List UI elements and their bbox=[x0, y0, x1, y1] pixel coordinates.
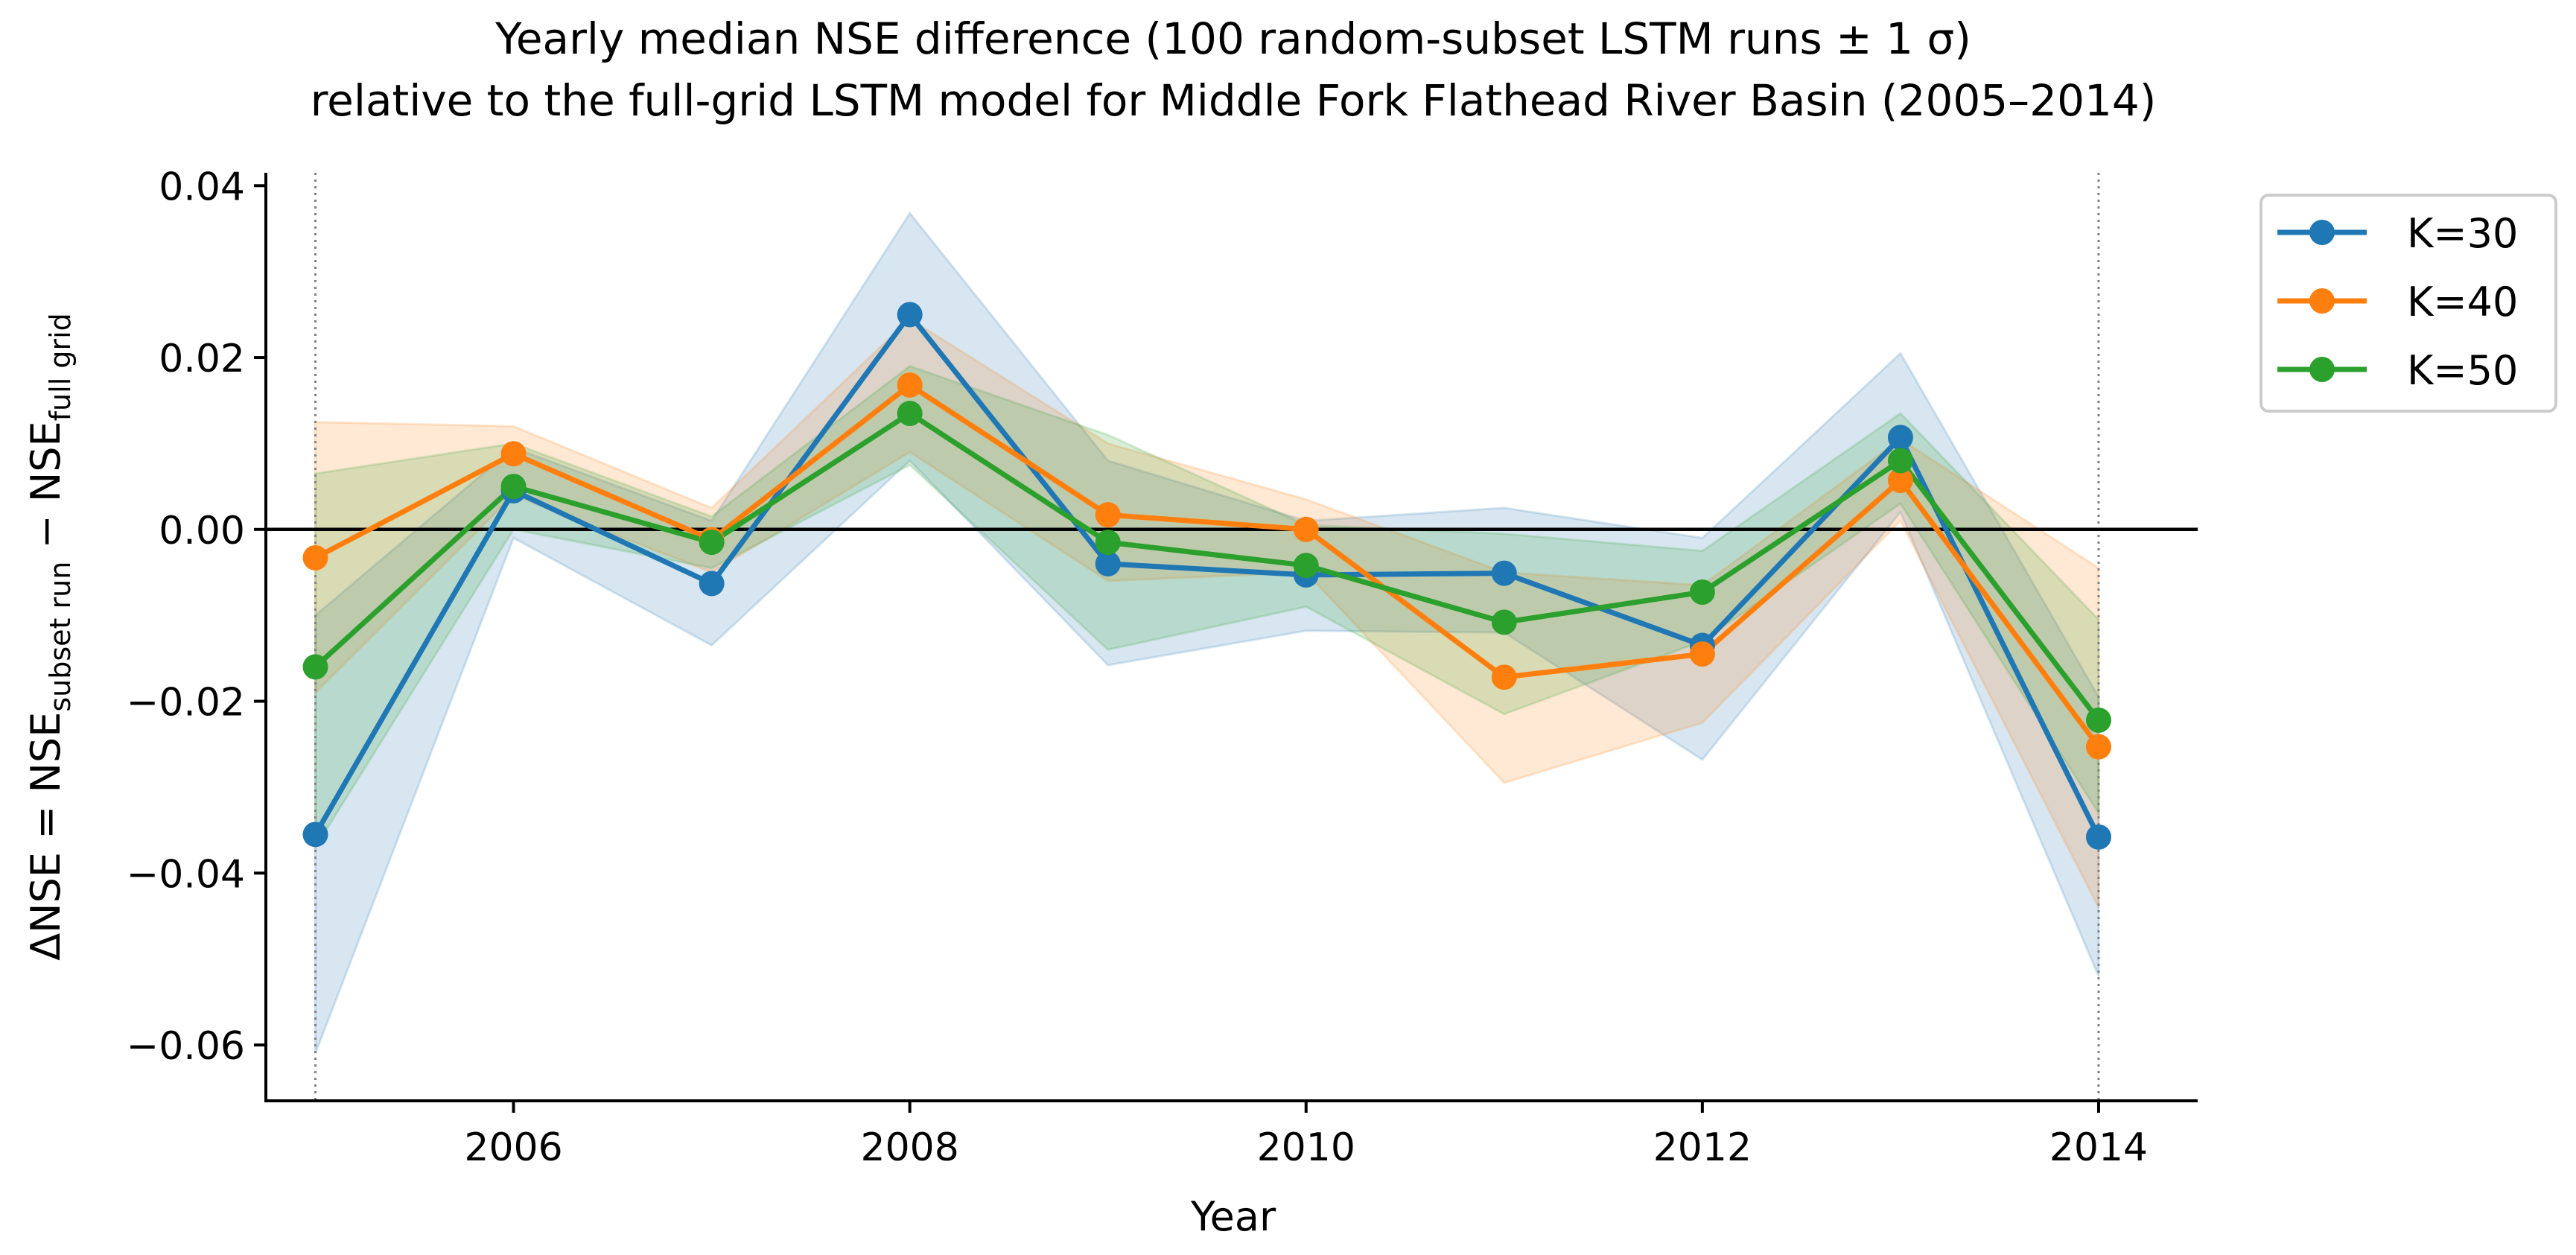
series-line-k-30 bbox=[313, 311, 2102, 840]
legend-label-k-40: K=40 bbox=[2407, 279, 2518, 325]
data-point-k-40-2014 bbox=[2085, 734, 2111, 760]
data-point-k-40-2005 bbox=[302, 544, 328, 571]
data-point-k-40-2009 bbox=[1095, 502, 1121, 528]
series-line-k-40 bbox=[313, 382, 2102, 750]
data-point-k-50-2007 bbox=[699, 530, 725, 556]
x-axis-label: Year bbox=[1190, 1193, 1276, 1240]
data-point-k-30-2009 bbox=[1095, 550, 1121, 576]
data-point-k-30-2014 bbox=[2085, 824, 2111, 850]
x-tick-label: 2012 bbox=[1653, 1125, 1752, 1170]
y-axis-label-sub2: full grid bbox=[44, 313, 77, 421]
legend-marker-k-50 bbox=[2309, 357, 2335, 382]
data-point-k-50-2008 bbox=[897, 401, 923, 427]
y-tick-label: 0.00 bbox=[159, 509, 245, 553]
x-tick-label: 2014 bbox=[2049, 1125, 2148, 1170]
y-axis-label-sub1: subset run bbox=[44, 562, 77, 712]
chart-title-line-2: relative to the full-grid LSTM model for… bbox=[311, 75, 2157, 126]
data-point-k-30-2008 bbox=[897, 302, 923, 328]
data-point-k-40-2006 bbox=[500, 441, 527, 467]
legend-marker-k-30 bbox=[2309, 220, 2335, 245]
legend-label-k-50: K=50 bbox=[2407, 347, 2518, 394]
legend: K=30 K=40 K=50 bbox=[2259, 194, 2557, 413]
y-tick-label: −0.04 bbox=[127, 852, 245, 897]
data-point-k-40-2010 bbox=[1293, 516, 1319, 542]
y-tick-label: −0.06 bbox=[127, 1024, 245, 1069]
x-tick-label: 2006 bbox=[464, 1125, 562, 1170]
data-point-k-50-2012 bbox=[1689, 579, 1715, 606]
y-axis-label-prefix: ΔNSE = NSE bbox=[22, 712, 69, 961]
error-bands bbox=[314, 211, 2100, 1055]
data-point-k-30-2005 bbox=[302, 822, 328, 848]
data-point-k-30-2013 bbox=[1887, 425, 1913, 451]
y-tick-label: −0.02 bbox=[127, 681, 245, 725]
data-point-k-50-2014 bbox=[2085, 707, 2111, 733]
series-markers bbox=[302, 302, 2111, 850]
legend-marker-k-40 bbox=[2309, 288, 2335, 314]
x-ticks: 2006 2008 2010 2012 2014 bbox=[464, 1101, 2148, 1170]
data-point-k-30-2011 bbox=[1491, 560, 1517, 586]
series-line-k-50 bbox=[313, 410, 2102, 723]
error-band-k-50 bbox=[314, 364, 2100, 851]
data-point-k-50-2011 bbox=[1491, 609, 1517, 635]
error-band-k-30 bbox=[314, 211, 2100, 1055]
data-point-k-40-2012 bbox=[1689, 641, 1715, 667]
y-axis-label-mid: − NSE bbox=[22, 421, 69, 561]
y-tick-label: 0.02 bbox=[159, 337, 245, 381]
y-axis-label: ΔNSE = NSEsubset run − NSEfull grid bbox=[22, 313, 77, 961]
data-point-k-40-2011 bbox=[1491, 664, 1517, 690]
data-point-k-50-2009 bbox=[1095, 530, 1121, 556]
y-tick-label: 0.04 bbox=[159, 165, 245, 209]
x-tick-label: 2010 bbox=[1257, 1125, 1355, 1170]
data-point-k-50-2005 bbox=[302, 654, 328, 680]
data-point-k-40-2008 bbox=[897, 372, 923, 398]
chart-title-line-1: Yearly median NSE difference (100 random… bbox=[494, 13, 1971, 64]
data-point-k-30-2007 bbox=[699, 571, 725, 597]
error-band-k-40 bbox=[314, 317, 2100, 909]
data-point-k-40-2013 bbox=[1887, 468, 1913, 494]
legend-label-k-30: K=30 bbox=[2407, 210, 2518, 257]
series-lines bbox=[313, 311, 2102, 840]
y-ticks: −0.06 −0.04 −0.02 0.00 0.02 0.04 bbox=[127, 165, 266, 1069]
data-point-k-50-2013 bbox=[1887, 448, 1913, 474]
vertical-reference-lines bbox=[314, 173, 2100, 1101]
data-point-k-50-2010 bbox=[1293, 553, 1319, 579]
data-point-k-50-2006 bbox=[500, 474, 527, 500]
x-tick-label: 2008 bbox=[860, 1125, 958, 1170]
legend-frame bbox=[2259, 194, 2557, 413]
